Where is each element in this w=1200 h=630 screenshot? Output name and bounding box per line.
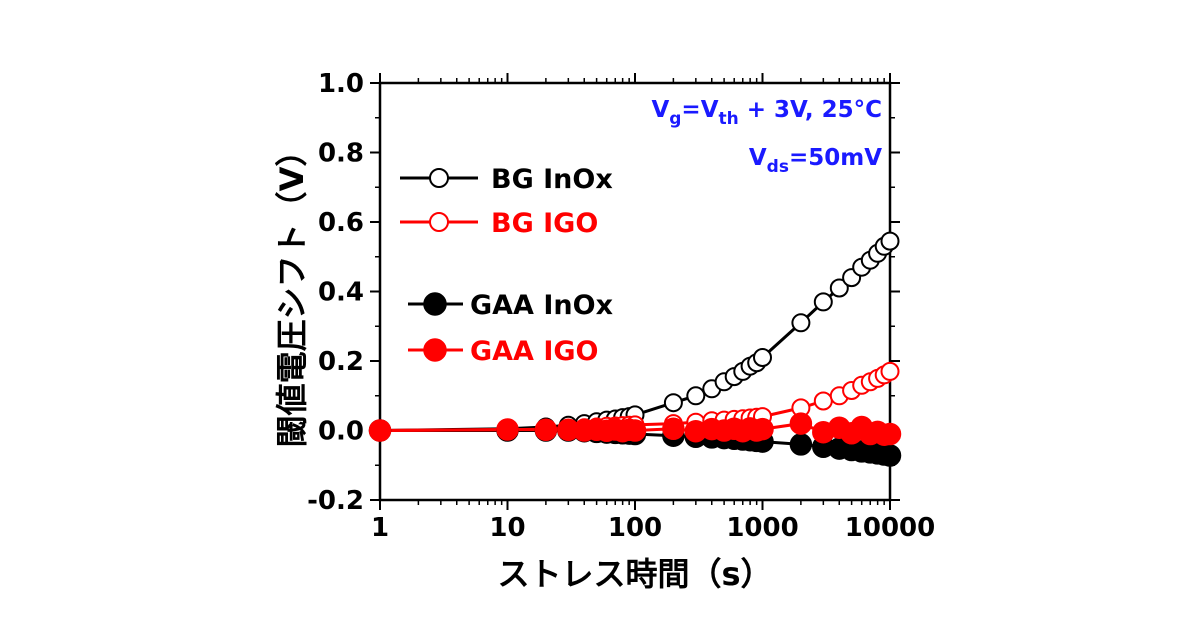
- data-point-gaa-igo: [496, 418, 519, 441]
- legend-filled-circle-marker: [423, 338, 447, 362]
- data-point-bg-inox: [880, 231, 900, 251]
- data-point-gaa-igo: [623, 419, 647, 442]
- data-point-bg-inox: [663, 393, 683, 413]
- data-point-gaa-igo: [789, 412, 813, 435]
- cond2-v: V: [749, 145, 767, 171]
- legend-label: BG IGO: [491, 208, 598, 239]
- x-tick-label: 1: [371, 513, 389, 543]
- legend-filled-circle-marker: [423, 292, 447, 316]
- data-point-gaa-igo: [751, 417, 774, 441]
- legend-open-circle-marker: [429, 168, 449, 188]
- condition-line-1: Vg=Vth + 3V, 25°C: [651, 97, 882, 129]
- x-tick-label: 10000: [845, 513, 935, 543]
- cond2-rest: =50mV: [789, 145, 882, 171]
- series-points: [368, 231, 902, 467]
- data-point-bg-igo: [813, 391, 833, 411]
- y-tick-label: 0.8: [318, 139, 364, 169]
- y-tick-label: 0.6: [318, 208, 364, 238]
- legend-item-bg-igo: BG IGO: [400, 208, 598, 239]
- y-axis-label: 閾値電圧シフト（V）: [273, 135, 311, 448]
- cond1-th-subscript: th: [719, 109, 739, 129]
- x-axis-label: ストレス時間（s）: [497, 555, 772, 593]
- legend-label: GAA IGO: [470, 336, 599, 367]
- data-point-gaa-igo: [534, 418, 558, 442]
- data-point-bg-inox: [829, 278, 849, 298]
- data-point-gaa-igo: [368, 419, 392, 442]
- legend-label: BG InOx: [491, 164, 613, 195]
- data-point-gaa-inox: [878, 444, 902, 467]
- cond1-g-subscript: g: [669, 109, 681, 129]
- x-tick-label: 10: [489, 513, 525, 543]
- data-point-gaa-inox: [789, 433, 813, 456]
- axes: 1 10 100 1000 10000 -0.2 0.0 0.2 0.4 0.6 0.8 1.0: [307, 69, 935, 543]
- data-point-gaa-igo: [662, 417, 685, 441]
- legend: BG InOx BG IGO GAA InOx GAA IGO: [400, 164, 613, 367]
- legend-label: GAA InOx: [470, 290, 613, 321]
- condition-line-2: Vds=50mV: [749, 145, 882, 177]
- cond1-rest: + 3V, 25°C: [739, 97, 882, 123]
- data-point-bg-inox: [791, 313, 811, 333]
- data-point-bg-inox: [813, 292, 833, 312]
- legend-open-circle-marker: [429, 212, 449, 232]
- y-tick-label: 0.4: [318, 278, 364, 308]
- y-tick-label: 1.0: [318, 69, 364, 99]
- cond2-ds-subscript: ds: [767, 157, 789, 177]
- y-tick-label: -0.2: [307, 486, 364, 516]
- data-point-bg-inox: [753, 348, 772, 367]
- legend-item-gaa-igo: GAA IGO: [408, 336, 599, 367]
- y-tick-label: 0.2: [318, 347, 364, 377]
- legend-item-gaa-inox: GAA InOx: [408, 290, 613, 321]
- x-tick-label: 1000: [726, 513, 798, 543]
- x-tick-label: 100: [608, 513, 662, 543]
- data-point-gaa-igo: [878, 422, 902, 446]
- data-point-bg-inox: [686, 386, 706, 406]
- series-line-bg-inox: [379, 239, 892, 432]
- legend-item-bg-inox: BG InOx: [400, 164, 613, 195]
- data-point-bg-igo: [880, 361, 900, 381]
- y-tick-label: 0.0: [318, 417, 364, 447]
- cond1-v: V: [651, 97, 669, 123]
- cond1-eq: =V: [681, 97, 718, 123]
